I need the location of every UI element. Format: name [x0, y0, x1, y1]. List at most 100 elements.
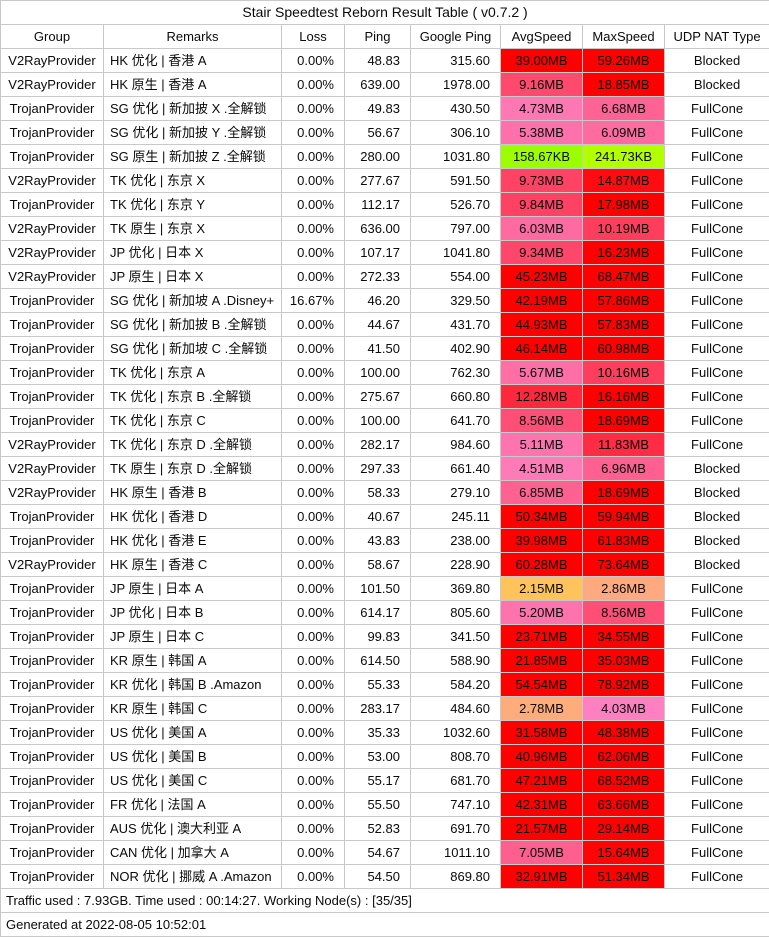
cell-ping: 636.00 — [345, 217, 411, 241]
cell-ping: 54.67 — [345, 841, 411, 865]
cell-ping: 58.33 — [345, 481, 411, 505]
cell-udp-nat-type: FullCone — [665, 721, 769, 745]
cell-google-ping: 747.10 — [411, 793, 501, 817]
cell-maxspeed: 18.69MB — [583, 409, 665, 433]
cell-avgspeed: 6.03MB — [501, 217, 583, 241]
cell-loss: 0.00% — [282, 841, 345, 865]
cell-loss: 0.00% — [282, 193, 345, 217]
cell-ping: 614.17 — [345, 601, 411, 625]
cell-google-ping: 228.90 — [411, 553, 501, 577]
cell-udp-nat-type: FullCone — [665, 265, 769, 289]
cell-udp-nat-type: Blocked — [665, 49, 769, 73]
cell-avgspeed: 5.38MB — [501, 121, 583, 145]
cell-udp-nat-type: FullCone — [665, 337, 769, 361]
cell-google-ping: 306.10 — [411, 121, 501, 145]
cell-loss: 0.00% — [282, 241, 345, 265]
cell-avgspeed: 23.71MB — [501, 625, 583, 649]
cell-google-ping: 341.50 — [411, 625, 501, 649]
cell-google-ping: 661.40 — [411, 457, 501, 481]
cell-avgspeed: 2.15MB — [501, 577, 583, 601]
page-title: Stair Speedtest Reborn Result Table ( v0… — [1, 1, 769, 25]
generated-line: Generated at 2022-08-05 10:52:01 — [1, 913, 769, 937]
cell-loss: 0.00% — [282, 529, 345, 553]
cell-loss: 16.67% — [282, 289, 345, 313]
cell-remarks: CAN 优化 | 加拿大 A — [104, 841, 282, 865]
cell-loss: 0.00% — [282, 337, 345, 361]
cell-maxspeed: 10.16MB — [583, 361, 665, 385]
column-header-udp-nat-type: UDP NAT Type — [665, 25, 769, 49]
cell-udp-nat-type: FullCone — [665, 865, 769, 889]
cell-maxspeed: 29.14MB — [583, 817, 665, 841]
cell-remarks: KR 原生 | 韩国 C — [104, 697, 282, 721]
cell-google-ping: 526.70 — [411, 193, 501, 217]
cell-loss: 0.00% — [282, 553, 345, 577]
cell-maxspeed: 73.64MB — [583, 553, 665, 577]
cell-ping: 100.00 — [345, 361, 411, 385]
cell-google-ping: 1032.60 — [411, 721, 501, 745]
cell-ping: 53.00 — [345, 745, 411, 769]
cell-remarks: HK 原生 | 香港 C — [104, 553, 282, 577]
footer-generated-row: Generated at 2022-08-05 10:52:01 — [1, 913, 769, 937]
cell-loss: 0.00% — [282, 793, 345, 817]
summary-line: Traffic used : 7.93GB. Time used : 00:14… — [1, 889, 769, 913]
cell-group: V2RayProvider — [1, 481, 104, 505]
cell-google-ping: 588.90 — [411, 649, 501, 673]
column-header-maxspeed: MaxSpeed — [583, 25, 665, 49]
cell-google-ping: 431.70 — [411, 313, 501, 337]
cell-loss: 0.00% — [282, 817, 345, 841]
cell-avgspeed: 54.54MB — [501, 673, 583, 697]
cell-ping: 282.17 — [345, 433, 411, 457]
cell-remarks: AUS 优化 | 澳大利亚 A — [104, 817, 282, 841]
cell-google-ping: 797.00 — [411, 217, 501, 241]
cell-group: TrojanProvider — [1, 745, 104, 769]
cell-maxspeed: 57.86MB — [583, 289, 665, 313]
cell-loss: 0.00% — [282, 649, 345, 673]
cell-udp-nat-type: FullCone — [665, 361, 769, 385]
cell-ping: 272.33 — [345, 265, 411, 289]
cell-udp-nat-type: FullCone — [665, 433, 769, 457]
cell-google-ping: 869.80 — [411, 865, 501, 889]
cell-ping: 639.00 — [345, 73, 411, 97]
cell-maxspeed: 14.87MB — [583, 169, 665, 193]
cell-group: TrojanProvider — [1, 289, 104, 313]
cell-avgspeed: 39.00MB — [501, 49, 583, 73]
cell-avgspeed: 50.34MB — [501, 505, 583, 529]
cell-ping: 297.33 — [345, 457, 411, 481]
cell-loss: 0.00% — [282, 721, 345, 745]
cell-ping: 101.50 — [345, 577, 411, 601]
cell-remarks: TK 原生 | 东京 D .全解锁 — [104, 457, 282, 481]
cell-avgspeed: 42.19MB — [501, 289, 583, 313]
cell-google-ping: 1031.80 — [411, 145, 501, 169]
cell-remarks: KR 优化 | 韩国 B .Amazon — [104, 673, 282, 697]
cell-group: TrojanProvider — [1, 697, 104, 721]
cell-avgspeed: 9.16MB — [501, 73, 583, 97]
footer-summary-row: Traffic used : 7.93GB. Time used : 00:14… — [1, 889, 769, 913]
cell-udp-nat-type: Blocked — [665, 457, 769, 481]
cell-google-ping: 369.80 — [411, 577, 501, 601]
cell-ping: 614.50 — [345, 649, 411, 673]
cell-remarks: TK 优化 | 东京 X — [104, 169, 282, 193]
cell-remarks: US 优化 | 美国 C — [104, 769, 282, 793]
cell-loss: 0.00% — [282, 433, 345, 457]
cell-maxspeed: 10.19MB — [583, 217, 665, 241]
cell-ping: 283.17 — [345, 697, 411, 721]
cell-remarks: TK 优化 | 东京 A — [104, 361, 282, 385]
cell-ping: 275.67 — [345, 385, 411, 409]
cell-maxspeed: 68.52MB — [583, 769, 665, 793]
cell-ping: 40.67 — [345, 505, 411, 529]
cell-group: V2RayProvider — [1, 433, 104, 457]
cell-remarks: SG 优化 | 新加披 Y .全解锁 — [104, 121, 282, 145]
